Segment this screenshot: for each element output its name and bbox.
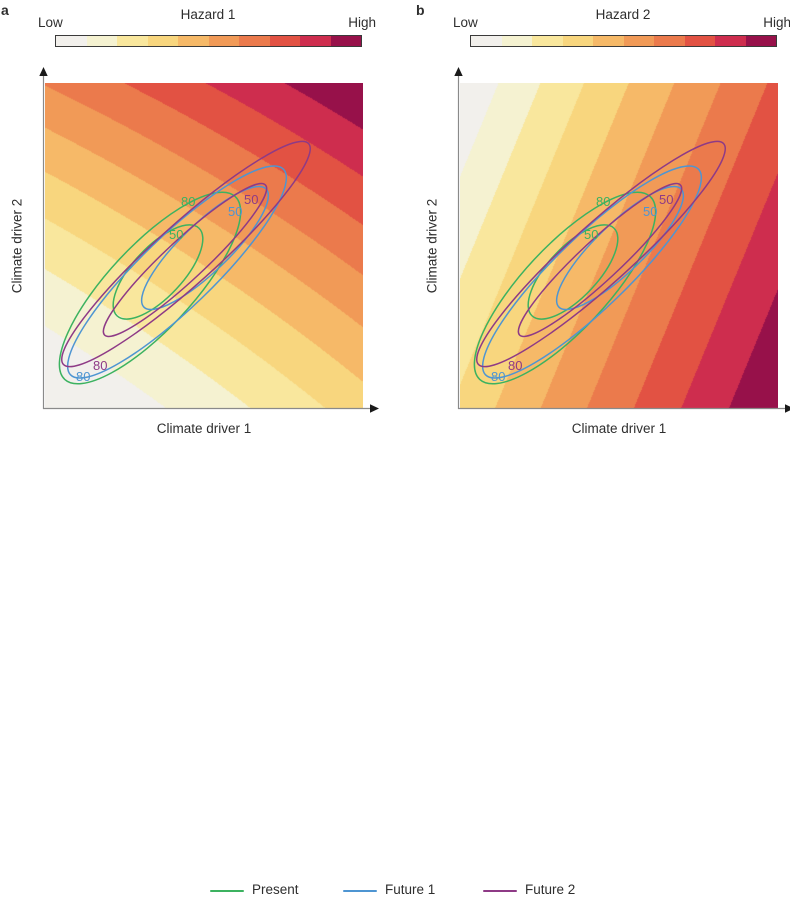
contour-label: 80 — [596, 194, 610, 209]
contour-label: 80 — [508, 358, 522, 373]
contour-label: 50 — [659, 192, 673, 207]
legend: Present Future 1 Future 2 — [0, 438, 790, 897]
panel-letter-b: b — [416, 2, 425, 18]
contour-line-future-2-50 — [102, 182, 268, 338]
contour-label: 50 — [244, 192, 258, 207]
panel-b: b Hazard 2 Low High 80 50 50 50 80 80 Climate… — [415, 0, 790, 460]
colorbar-segment — [239, 36, 270, 46]
colorbar-segment — [208, 36, 239, 46]
colorbar-segment — [684, 36, 715, 46]
colorbar-low-label-b: Low — [453, 15, 478, 30]
colorbar-segment — [86, 36, 117, 46]
y-axis-arrow-icon — [39, 67, 48, 76]
contour-label: 50 — [228, 204, 242, 219]
colorbar-segment — [300, 36, 331, 46]
contour-line-future-2-80 — [60, 140, 312, 368]
colorbar-segment — [654, 36, 685, 46]
contour-label: 80 — [93, 358, 107, 373]
x-axis-arrow-icon — [370, 404, 379, 413]
axes-a — [39, 67, 379, 413]
hazard-field-b — [460, 83, 778, 408]
hazard-field-a — [45, 83, 363, 408]
contour-line-present-50 — [527, 224, 619, 320]
contour-label: 80 — [181, 194, 195, 209]
colorbar-segment — [593, 36, 624, 46]
contour-line-future-1-80 — [481, 165, 703, 379]
contour-label: 50 — [643, 204, 657, 219]
panel-a: a Hazard 1 Low High 80 50 50 50 80 80 Climate… — [0, 0, 394, 460]
colorbar-segment — [330, 36, 361, 46]
colorbar-title-b: Hazard 2 — [595, 7, 651, 22]
x-axis-label-b: Climate driver 1 — [571, 421, 667, 436]
colorbar-low-label-a: Low — [38, 15, 63, 30]
colorbar-title-a: Hazard 1 — [180, 7, 236, 22]
colorbar-segment — [745, 36, 776, 46]
contour-label: 50 — [584, 227, 598, 242]
legend-label-future-2: Future 2 — [525, 882, 576, 897]
contour-label: 80 — [491, 369, 505, 384]
contour-line-future-2-80 — [475, 140, 727, 368]
colorbar-a — [55, 35, 362, 47]
colorbar-high-label-b: High — [763, 15, 790, 30]
colorbar-segment — [117, 36, 148, 46]
colorbar-segment — [269, 36, 300, 46]
x-axis-label-a: Climate driver 1 — [156, 421, 252, 436]
contour-line-present-50 — [112, 224, 204, 320]
contour-line-future-1-80 — [66, 165, 288, 379]
colorbar-segment — [56, 36, 87, 46]
panel-letter-a: a — [1, 2, 9, 18]
contour-label: 50 — [169, 227, 183, 242]
legend-label-present: Present — [252, 882, 299, 897]
legend-line-present — [210, 890, 244, 893]
y-axis-label-b: Climate driver 2 — [424, 198, 440, 294]
colorbar-high-label-a: High — [348, 15, 376, 30]
colorbar-segment — [178, 36, 209, 46]
colorbar-segment — [532, 36, 563, 46]
axes-b — [454, 67, 790, 413]
colorbar-segment — [147, 36, 178, 46]
legend-label-future-1: Future 1 — [385, 882, 436, 897]
legend-line-future-1 — [343, 890, 377, 893]
contour-label: 80 — [76, 369, 90, 384]
contour-line-future-2-50 — [517, 182, 683, 338]
colorbar-segment — [715, 36, 746, 46]
colorbar-segment — [501, 36, 532, 46]
colorbar-b — [470, 35, 777, 47]
x-axis-arrow-icon — [785, 404, 790, 413]
y-axis-label-a: Climate driver 2 — [9, 198, 25, 294]
y-axis-arrow-icon — [454, 67, 463, 76]
colorbar-segment — [562, 36, 593, 46]
legend-line-future-2 — [483, 890, 517, 893]
colorbar-segment — [623, 36, 654, 46]
colorbar-segment — [471, 36, 502, 46]
